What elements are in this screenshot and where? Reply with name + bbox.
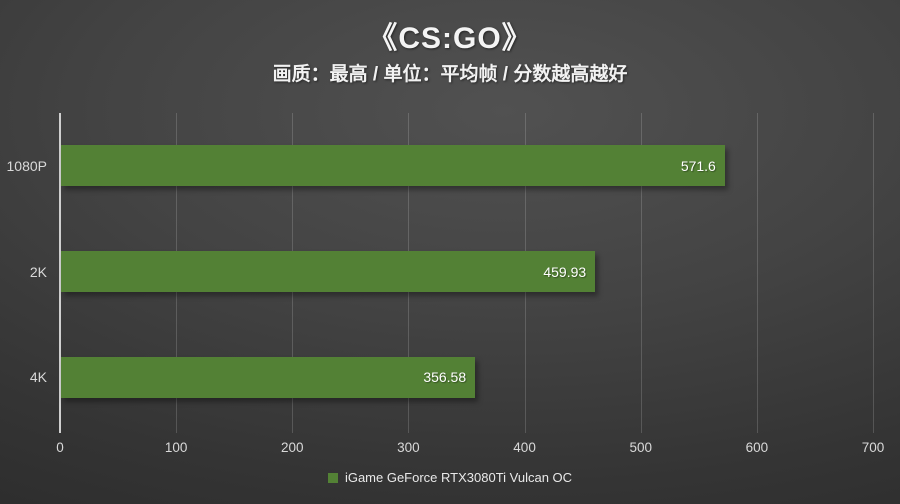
plot-area: 571.6 459.93 356.58	[59, 113, 874, 433]
bar-value-label: 356.58	[423, 369, 467, 386]
x-tick-label: 0	[56, 440, 64, 455]
gridline	[756, 113, 758, 433]
category-label: 1080P	[6, 157, 47, 174]
value-axis: 0 100 200 300 400 500 600 700	[56, 440, 884, 458]
x-tick-label: 600	[745, 440, 769, 455]
x-tick-label: 700	[861, 440, 885, 455]
legend-swatch-icon	[327, 472, 338, 483]
bar-value-label: 459.93	[543, 263, 587, 280]
x-tick-label: 200	[281, 440, 304, 455]
y-axis-line	[59, 113, 61, 433]
chart-title: 《CS:GO》	[367, 22, 533, 55]
legend-series-label: iGame GeForce RTX3080Ti Vulcan OC	[344, 470, 573, 485]
x-tick-label: 500	[629, 440, 652, 455]
x-tick-label: 300	[397, 440, 420, 455]
bar-4k: 356.58	[61, 356, 476, 398]
chart-subtitle: 画质：最高 / 单位：平均帧 / 分数越高越好	[272, 64, 628, 85]
gridline	[873, 113, 874, 433]
x-tick-label: 400	[513, 440, 536, 455]
category-axis: 1080P 2K 4K	[0, 113, 47, 430]
bar-2k: 459.93	[61, 251, 596, 292]
bar-value-label: 571.6	[680, 157, 716, 174]
bar-1080p: 571.6	[61, 145, 725, 187]
legend: iGame GeForce RTX3080Ti Vulcan OC	[0, 470, 900, 485]
category-label: 2K	[29, 263, 47, 280]
x-tick-label: 100	[164, 440, 188, 455]
gridline	[640, 113, 642, 433]
category-label: 4K	[29, 369, 47, 386]
